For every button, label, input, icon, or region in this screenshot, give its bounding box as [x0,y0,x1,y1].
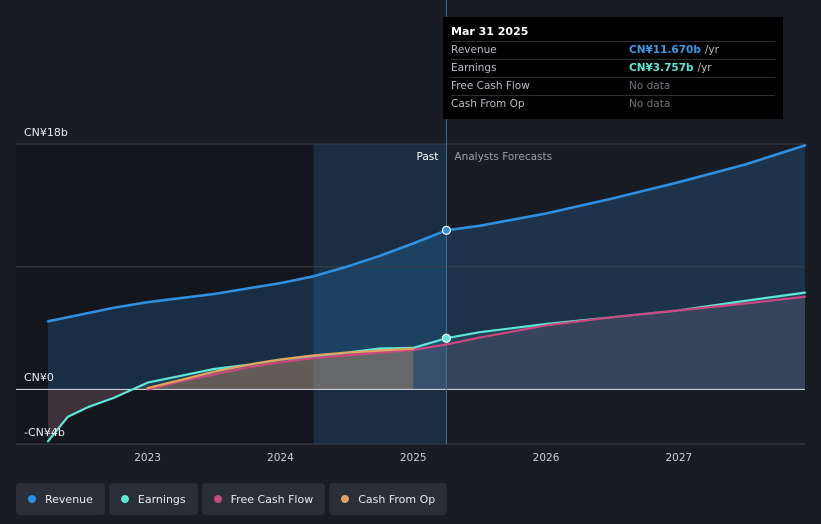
earnings-dot-icon [120,495,129,503]
revenue-area [48,145,805,390]
tooltip-date: Mar 31 2025 [451,25,529,38]
x-tick-label: 2023 [134,452,161,464]
cash-from-op-area [147,348,414,390]
x-tick-label: 2026 [533,452,560,464]
forecast-label: Analysts Forecasts [454,151,552,163]
tooltip-value: No data [629,80,671,92]
x-tick-label: 2024 [267,452,294,464]
tooltip-row-revenue: Revenue CN¥11.670b /yr [451,41,775,59]
free-cash-flow-line [146,295,807,391]
tooltip-name: Earnings [451,62,497,74]
legend-label: Cash From Op [358,492,436,506]
history-region [16,144,314,444]
tooltip-value: CN¥11.670b [629,44,701,56]
tooltip-row-free-cash-flow: Free Cash Flow No data [451,77,775,95]
y-axis-top-label: CN¥18b [24,126,68,139]
free-cash-flow-dot-icon [213,495,222,503]
data-tooltip: Mar 31 2025 Revenue CN¥11.670b /yr Earni… [443,17,783,119]
tooltip-unit: /yr [697,62,712,74]
past-year-region [313,144,447,444]
tooltip-value: CN¥3.757b [629,62,694,74]
tooltip-name: Cash From Op [451,98,525,110]
past-label: Past [417,151,439,163]
earnings-area [48,292,805,442]
tooltip-row-earnings: Earnings CN¥3.757b /yr [451,59,775,77]
legend-earnings[interactable]: Earnings [108,483,198,515]
legend-label: Free Cash Flow [230,492,314,506]
cash-from-op-dot-icon [341,495,350,503]
tooltip-name: Revenue [451,44,497,56]
tooltip-row-cash-from-op: Cash From Op No data [451,95,775,113]
x-tick-label: 2027 [665,452,692,464]
chart-legend: Revenue Earnings Free Cash Flow Cash Fro… [16,483,448,515]
earnings-marker [441,333,452,343]
x-tick-label: 2025 [400,452,427,464]
legend-revenue[interactable]: Revenue [16,483,105,515]
earnings-negative-area [48,382,148,442]
y-axis-zero-label: CN¥0 [24,371,54,384]
revenue-line [46,144,807,323]
free-cash-flow-area [147,296,806,390]
cash-from-op-line [146,347,415,390]
tooltip-name: Free Cash Flow [451,80,530,92]
revenue-marker [441,225,452,235]
legend-free-cash-flow[interactable]: Free Cash Flow [201,483,326,515]
legend-cash-from-op[interactable]: Cash From Op [329,483,448,515]
tooltip-unit: /yr [704,44,719,56]
legend-label: Earnings [137,492,186,506]
revenue-dot-icon [28,495,36,503]
tooltip-value: No data [629,98,671,110]
y-axis-bottom-label: -CN¥4b [24,426,65,439]
legend-label: Revenue [45,492,93,506]
